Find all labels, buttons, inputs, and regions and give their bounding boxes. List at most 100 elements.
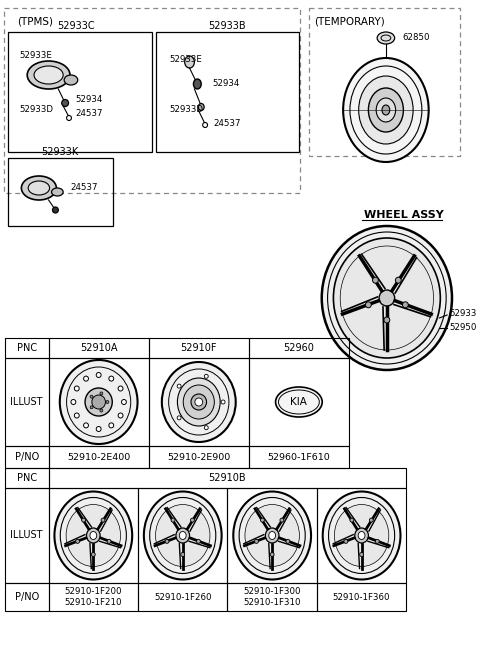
Text: 52933E: 52933E — [169, 56, 202, 64]
Ellipse shape — [382, 105, 390, 115]
Text: 52933E: 52933E — [20, 51, 52, 60]
Text: 52910-2E400: 52910-2E400 — [67, 453, 130, 462]
Text: 52910-1F360: 52910-1F360 — [333, 592, 390, 602]
Text: 52960-1F610: 52960-1F610 — [267, 453, 330, 462]
Ellipse shape — [28, 181, 49, 195]
Ellipse shape — [335, 504, 389, 567]
Text: ILLUST: ILLUST — [11, 531, 43, 541]
Ellipse shape — [254, 539, 258, 543]
Text: 52910B: 52910B — [209, 473, 246, 483]
Ellipse shape — [375, 539, 379, 543]
Ellipse shape — [181, 552, 185, 556]
Ellipse shape — [54, 491, 132, 579]
Ellipse shape — [376, 98, 396, 122]
Ellipse shape — [165, 539, 169, 543]
Text: 52934: 52934 — [212, 79, 239, 89]
Ellipse shape — [118, 413, 123, 418]
Text: 52933C: 52933C — [57, 21, 95, 31]
Ellipse shape — [204, 426, 208, 430]
Text: 52910-1F300
52910-1F310: 52910-1F300 52910-1F310 — [243, 587, 301, 607]
Bar — [138, 583, 228, 611]
Bar — [5, 338, 48, 358]
Ellipse shape — [377, 32, 395, 44]
Bar — [48, 358, 149, 446]
Text: 52933D: 52933D — [20, 106, 53, 115]
Ellipse shape — [204, 375, 208, 379]
Text: PNC: PNC — [17, 473, 37, 483]
Bar — [5, 583, 48, 611]
Ellipse shape — [52, 207, 59, 213]
Ellipse shape — [100, 409, 103, 412]
Ellipse shape — [176, 528, 190, 543]
Text: 52933: 52933 — [449, 308, 477, 318]
Bar — [48, 338, 149, 358]
Ellipse shape — [118, 386, 123, 391]
Ellipse shape — [322, 226, 452, 370]
Ellipse shape — [84, 423, 88, 428]
Ellipse shape — [109, 423, 114, 428]
Bar — [249, 338, 349, 358]
Ellipse shape — [323, 491, 400, 579]
Text: 24537: 24537 — [70, 184, 97, 192]
Ellipse shape — [350, 518, 354, 522]
Bar — [5, 468, 48, 488]
Ellipse shape — [96, 373, 101, 377]
Ellipse shape — [71, 400, 76, 405]
Ellipse shape — [402, 302, 408, 308]
Ellipse shape — [74, 413, 79, 418]
Text: 52933B: 52933B — [209, 21, 246, 31]
Bar — [48, 488, 138, 583]
Ellipse shape — [162, 362, 236, 442]
Ellipse shape — [106, 401, 109, 403]
Ellipse shape — [343, 58, 429, 162]
Ellipse shape — [76, 539, 80, 543]
Ellipse shape — [359, 76, 413, 144]
Ellipse shape — [144, 491, 222, 579]
Ellipse shape — [90, 406, 93, 409]
Bar — [5, 488, 48, 583]
Ellipse shape — [96, 426, 101, 432]
Ellipse shape — [269, 531, 276, 539]
Ellipse shape — [34, 66, 63, 84]
Ellipse shape — [74, 386, 79, 391]
Ellipse shape — [372, 277, 378, 283]
Ellipse shape — [171, 518, 175, 522]
Bar — [4, 8, 300, 193]
Text: 62850: 62850 — [402, 33, 430, 43]
Ellipse shape — [233, 491, 311, 579]
Bar — [228, 488, 317, 583]
Text: 52933K: 52933K — [42, 147, 79, 157]
Ellipse shape — [178, 378, 220, 426]
Ellipse shape — [121, 400, 126, 405]
Ellipse shape — [180, 531, 186, 539]
Ellipse shape — [195, 398, 203, 406]
Text: 52950: 52950 — [449, 323, 477, 333]
Ellipse shape — [286, 539, 290, 543]
Text: 24537: 24537 — [76, 108, 103, 117]
Text: WHEEL ASSY: WHEEL ASSY — [363, 210, 443, 220]
Ellipse shape — [379, 290, 395, 306]
Text: KIA: KIA — [290, 397, 307, 407]
Ellipse shape — [109, 376, 114, 381]
Ellipse shape — [191, 518, 194, 522]
Text: 52910A: 52910A — [80, 343, 118, 353]
Ellipse shape — [196, 539, 201, 543]
Text: (TEMPORARY): (TEMPORARY) — [314, 17, 384, 27]
Ellipse shape — [67, 115, 72, 121]
Ellipse shape — [156, 504, 210, 567]
Ellipse shape — [62, 100, 69, 106]
Ellipse shape — [276, 387, 322, 417]
Bar — [149, 446, 249, 468]
Text: 52910-1F260: 52910-1F260 — [154, 592, 212, 602]
Ellipse shape — [265, 528, 279, 543]
Text: P/NO: P/NO — [14, 452, 39, 462]
Ellipse shape — [51, 188, 63, 196]
Ellipse shape — [64, 75, 78, 85]
Ellipse shape — [91, 552, 95, 556]
Ellipse shape — [280, 518, 284, 522]
Ellipse shape — [355, 528, 368, 543]
Text: ILLUST: ILLUST — [11, 397, 43, 407]
Bar — [48, 468, 406, 488]
Bar — [138, 488, 228, 583]
Bar — [48, 583, 138, 611]
